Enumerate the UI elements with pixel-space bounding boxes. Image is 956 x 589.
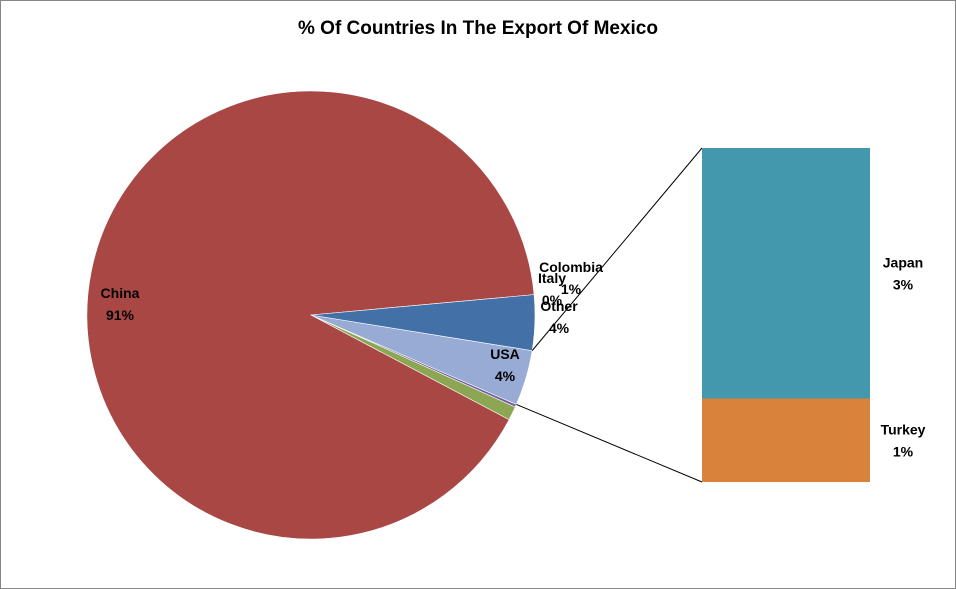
data-labels: China91%Colombia1%Italy0%Other4%USA4%Jap… xyxy=(101,254,926,459)
data-label-name-china: China xyxy=(101,285,140,301)
connector-line-top xyxy=(531,147,703,351)
data-label-value-turkey: 1% xyxy=(893,443,914,459)
data-label-name-japan: Japan xyxy=(883,254,923,270)
chart-title: % Of Countries In The Export Of Mexico xyxy=(298,18,658,39)
bar-segment-japan xyxy=(702,148,870,399)
secondary-bar xyxy=(702,148,870,482)
data-label-name-colombia: Colombia xyxy=(539,259,603,275)
data-label-value-colombia: 1% xyxy=(561,281,582,297)
data-label-name-other: Other xyxy=(540,298,578,314)
data-label-value-china: 91% xyxy=(106,307,135,323)
connector-lines xyxy=(516,147,703,483)
data-label-value-japan: 3% xyxy=(893,276,914,292)
connector-line-bottom xyxy=(516,403,703,483)
data-label-name-usa: USA xyxy=(490,346,520,362)
data-label-name-turkey: Turkey xyxy=(881,421,926,437)
data-label-name-italy: Italy xyxy=(538,270,566,286)
data-label-value-italy: 0% xyxy=(542,292,563,308)
bar-segment-turkey xyxy=(702,398,870,482)
data-label-value-usa: 4% xyxy=(495,368,516,384)
pie xyxy=(86,90,536,540)
pie-slice-china xyxy=(86,90,535,540)
data-label-value-other: 4% xyxy=(549,320,570,336)
